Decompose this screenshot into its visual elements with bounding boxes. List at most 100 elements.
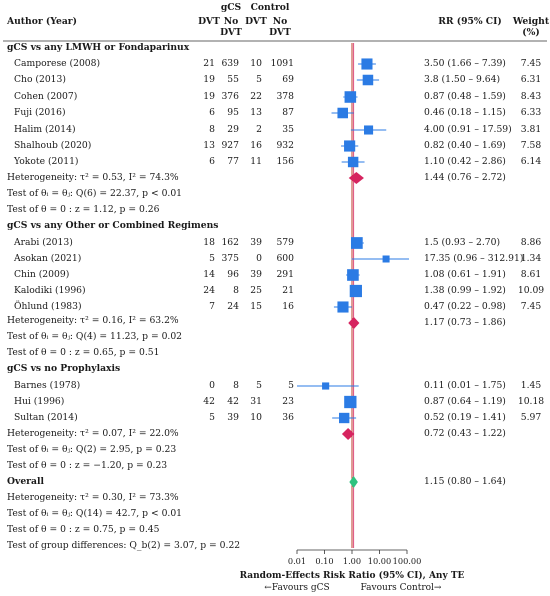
study-name: Halim (2014) <box>14 124 76 135</box>
study-square <box>361 58 373 70</box>
ctl-no-dvt-count: 5 <box>288 380 294 391</box>
x-tick-label: 100.00 <box>392 556 422 566</box>
overall-diamond <box>349 476 358 488</box>
col-header-ctl-no: No <box>272 16 288 27</box>
col-header-gcs-no-2: DVT <box>220 27 242 38</box>
gcs-dvt-count: 5 <box>209 253 215 264</box>
col-header-ctl-no-2: DVT <box>269 27 291 38</box>
test-z: Test of θ = 0 : z = 0.65, p = 0.51 <box>7 347 160 358</box>
rr-ci-text: 1.10 (0.42 – 2.86) <box>424 156 506 167</box>
weight-value: 6.14 <box>520 156 542 167</box>
favours-left: ←Favours gCS <box>264 583 330 593</box>
study-square <box>344 140 356 152</box>
favours-right: Favours Control→ <box>360 583 442 593</box>
ctl-no-dvt-count: 36 <box>282 412 294 423</box>
ctl-dvt-count: 39 <box>250 269 262 280</box>
col-header-rr: RR (95% CI) <box>438 16 502 27</box>
gcs-no-dvt-count: 8 <box>233 380 239 391</box>
ctl-dvt-count: 5 <box>256 380 262 391</box>
group-title: gCS vs any Other or Combined Regimens <box>7 220 219 231</box>
group-title: gCS vs any LMWH or Fondaparinux <box>7 42 190 53</box>
ctl-dvt-count: 10 <box>250 58 262 69</box>
weight-value: 8.61 <box>520 269 542 280</box>
ctl-no-dvt-count: 23 <box>282 396 294 407</box>
study-name: Hui (1996) <box>14 396 65 407</box>
overall-title: Overall <box>7 476 44 487</box>
ctl-dvt-count: 2 <box>256 124 262 135</box>
heterogeneity: Heterogeneity: τ² = 0.16, I² = 63.2% <box>7 315 179 326</box>
study-square <box>322 382 330 390</box>
ctl-no-dvt-count: 87 <box>282 107 294 118</box>
x-tick-label: 0.10 <box>315 556 334 566</box>
study-square <box>364 125 374 135</box>
rr-ci-text: 4.00 (0.91 – 17.59) <box>424 124 512 135</box>
test-q: Test of θᵢ = θⱼ: Q(2) = 2.95, p = 0.23 <box>7 444 177 455</box>
rr-ci-text: 17.35 (0.96 – 312.91) <box>424 253 524 264</box>
ctl-dvt-count: 10 <box>250 412 262 423</box>
gcs-no-dvt-count: 24 <box>227 301 239 312</box>
weight-value: 5.97 <box>520 412 542 423</box>
ctl-no-dvt-count: 156 <box>276 156 294 167</box>
gcs-dvt-count: 5 <box>209 412 215 423</box>
study-square <box>362 74 374 86</box>
study-name: Asokan (2021) <box>14 253 82 264</box>
ctl-no-dvt-count: 291 <box>276 269 294 280</box>
study-name: Kalodiki (1996) <box>14 285 86 296</box>
study-name: Barnes (1978) <box>14 380 81 391</box>
gcs-dvt-count: 14 <box>203 269 215 280</box>
weight-value: 6.33 <box>520 107 542 118</box>
overall-test-q: Test of θᵢ = θⱼ: Q(14) = 42.7, p < 0.01 <box>7 508 183 519</box>
weight-value: 10.09 <box>517 285 545 296</box>
rr-ci-text: 1.5 (0.93 – 2.70) <box>424 237 501 248</box>
weight-value: 7.45 <box>520 301 542 312</box>
x-axis-label: Random-Effects Risk Ratio (95% CI), Any … <box>239 571 465 581</box>
heterogeneity: Heterogeneity: τ² = 0.07, I² = 22.0% <box>7 428 179 439</box>
overall-test-z: Test of θ = 0 : z = 0.75, p = 0.45 <box>7 524 160 535</box>
gcs-dvt-count: 0 <box>209 380 215 391</box>
pooled-diamond <box>348 172 364 184</box>
gcs-dvt-count: 21 <box>203 58 215 69</box>
gcs-dvt-count: 7 <box>209 301 215 312</box>
rr-ci-text: 0.47 (0.22 – 0.98) <box>424 301 506 312</box>
x-tick-label: 1.00 <box>342 556 362 566</box>
study-name: Sultan (2014) <box>14 412 78 423</box>
test-q: Test of θᵢ = θⱼ: Q(6) = 22.37, p < 0.01 <box>7 188 183 199</box>
study-name: Arabi (2013) <box>14 237 73 248</box>
ctl-no-dvt-count: 69 <box>282 74 294 85</box>
gcs-no-dvt-count: 8 <box>233 285 239 296</box>
rr-ci-text: 3.50 (1.66 – 7.39) <box>424 58 506 69</box>
ctl-dvt-count: 0 <box>256 253 262 264</box>
ctl-no-dvt-count: 35 <box>282 124 294 135</box>
weight-value: 1.45 <box>520 380 542 391</box>
pooled-diamond <box>348 317 360 329</box>
col-header-author: Author (Year) <box>7 16 77 27</box>
rr-ci-text: 0.11 (0.01 – 1.75) <box>424 380 506 391</box>
ctl-dvt-count: 16 <box>250 140 262 151</box>
gcs-no-dvt-count: 29 <box>227 124 239 135</box>
overall-heterogeneity: Heterogeneity: τ² = 0.30, I² = 73.3% <box>7 492 179 503</box>
gcs-dvt-count: 42 <box>203 396 215 407</box>
col-header-weight-2: (%) <box>522 27 540 38</box>
study-name: Fuji (2016) <box>14 107 66 118</box>
study-name: Öhlund (1983) <box>14 301 82 312</box>
group-differences: Test of group differences: Q_b(2) = 3.07… <box>7 540 241 551</box>
gcs-dvt-count: 19 <box>203 74 215 85</box>
study-square <box>337 107 348 119</box>
col-header-gcs-no: No <box>223 16 239 27</box>
study-square <box>382 255 390 263</box>
ctl-no-dvt-count: 378 <box>276 91 294 102</box>
pooled-diamond <box>341 428 355 440</box>
rr-ci-text: 0.52 (0.19 – 1.41) <box>424 412 506 423</box>
rr-ci-text: 0.46 (0.18 – 1.15) <box>424 107 506 118</box>
pooled-rr-text: 1.44 (0.76 – 2.72) <box>424 172 506 183</box>
ctl-dvt-count: 31 <box>250 396 262 407</box>
col-header-ctl-dvt: DVT <box>245 16 267 27</box>
ctl-dvt-count: 13 <box>250 107 262 118</box>
study-name: Yokote (2011) <box>14 156 79 167</box>
overall-rr-text: 1.15 (0.80 – 1.64) <box>424 476 506 487</box>
gcs-dvt-count: 18 <box>203 237 215 248</box>
weight-value: 6.31 <box>520 74 542 85</box>
weight-value: 1.34 <box>520 253 542 264</box>
gcs-dvt-count: 6 <box>209 156 215 167</box>
